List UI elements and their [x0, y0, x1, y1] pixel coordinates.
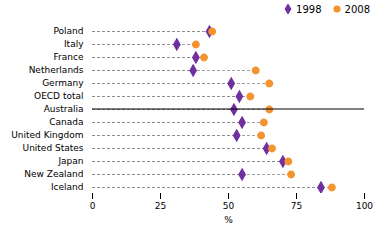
svg-text:Germany: Germany [42, 78, 84, 88]
svg-text:New Zealand: New Zealand [24, 169, 83, 179]
svg-text:Canada: Canada [49, 117, 83, 127]
svg-text:United States: United States [23, 143, 84, 153]
svg-text:Italy: Italy [64, 39, 84, 49]
svg-text:Netherlands: Netherlands [29, 65, 84, 75]
svg-text:0: 0 [90, 201, 96, 211]
html-text:2008: 2008 [344, 3, 370, 15]
svg-text:75: 75 [291, 201, 302, 211]
svg-text:United Kingdom: United Kingdom [11, 130, 83, 140]
svg-text:OECD total: OECD total [34, 91, 83, 101]
svg-text:100: 100 [356, 201, 373, 211]
svg-text:%: % [224, 215, 233, 225]
svg-text:Australia: Australia [44, 104, 84, 114]
svg-text:50: 50 [223, 201, 235, 211]
svg-text:France: France [54, 52, 84, 62]
svg-text:Japan: Japan [57, 156, 83, 166]
html-text:1998: 1998 [296, 3, 322, 15]
svg-text:25: 25 [155, 201, 166, 211]
svg-text:Iceland: Iceland [51, 182, 84, 192]
svg-text:Poland: Poland [53, 26, 83, 36]
